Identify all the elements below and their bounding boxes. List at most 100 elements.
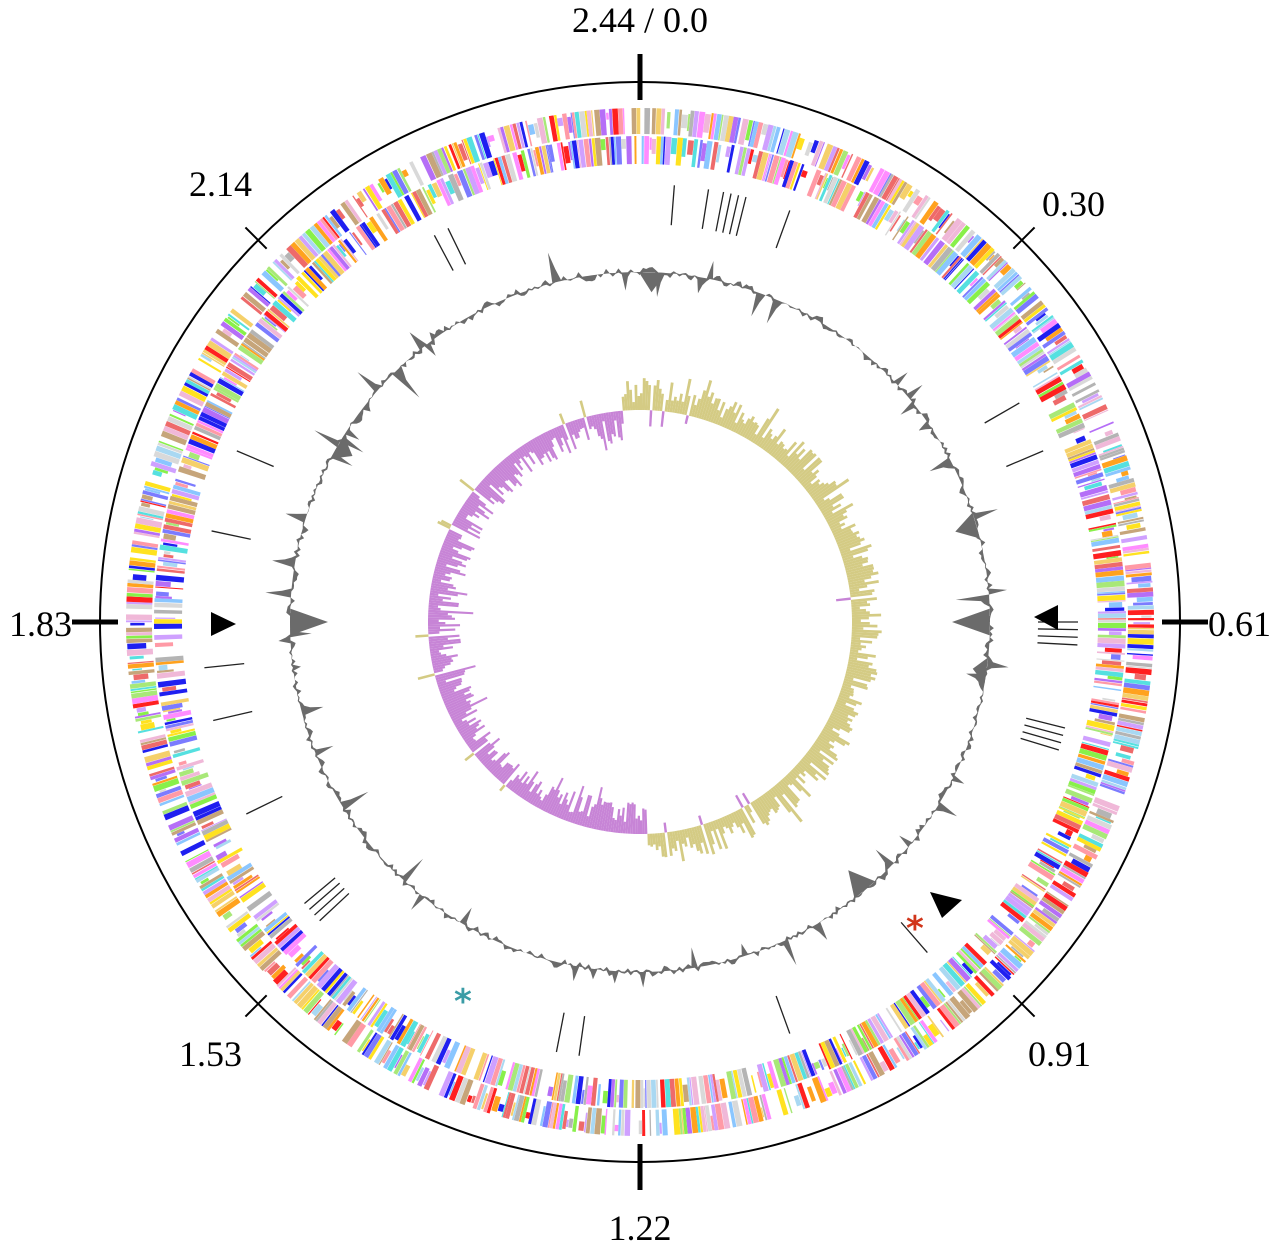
forward-gene-310 — [866, 1053, 880, 1078]
gc-skew-bin-186 — [814, 740, 838, 758]
gc-skew-bin-113 — [845, 563, 863, 571]
reverse-gene-231 — [1070, 795, 1089, 806]
forward-gene-707 — [612, 108, 619, 135]
reverse-gene-357 — [703, 1075, 712, 1104]
reverse-gene-171 — [1094, 561, 1123, 570]
reverse-gene-192 — [1097, 642, 1126, 649]
reverse-gene-347 — [741, 1067, 753, 1096]
reverse-gene-327 — [821, 1058, 828, 1067]
reverse-gene-8 — [670, 137, 678, 155]
reverse-gene-139 — [1064, 439, 1092, 454]
forward-gene-90 — [988, 262, 1008, 282]
forward-gene-153 — [1115, 505, 1141, 513]
gc-skew-bin-146 — [849, 649, 859, 653]
forward-gene-82 — [969, 242, 992, 266]
forward-gene-121 — [1073, 367, 1089, 379]
gc-skew-bin-153 — [846, 666, 878, 676]
forward-gene-659 — [409, 161, 424, 187]
forward-gene-565 — [138, 506, 165, 517]
forward-gene-370 — [590, 1107, 597, 1134]
reverse-gene-57 — [861, 196, 880, 224]
gc-content-spike-3 — [955, 512, 980, 539]
gc-skew-bin-454 — [461, 505, 480, 519]
forward-gene-63 — [902, 188, 921, 213]
forward-gene-487 — [185, 850, 212, 869]
forward-gene-107 — [1031, 315, 1054, 333]
reverse-gene-519 — [173, 747, 186, 754]
reverse-gene-600 — [213, 387, 239, 403]
reverse-gene-402 — [519, 1065, 530, 1094]
reverse-gene-641 — [308, 265, 323, 281]
reverse-gene-338 — [781, 1057, 793, 1085]
reverse-gene-660 — [360, 221, 381, 248]
arrowhead-marker-left — [211, 612, 236, 636]
gc-skew-bin-166 — [837, 696, 857, 707]
reverse-gene-504 — [194, 806, 222, 821]
gc-skew-bin-240 — [710, 821, 723, 850]
forward-gene-711 — [636, 108, 641, 135]
rna-gene-tick-30 — [433, 234, 454, 271]
forward-gene-106 — [1035, 314, 1049, 326]
gc-skew-bin-87 — [819, 495, 845, 512]
reverse-gene-267 — [989, 914, 1014, 936]
gc-skew-bin-208 — [778, 781, 799, 805]
reverse-gene-684 — [462, 168, 476, 196]
forward-gene-663 — [433, 149, 448, 176]
reverse-gene-314 — [851, 1026, 869, 1053]
reverse-gene-631 — [279, 293, 303, 315]
rna-gene-tick-29 — [236, 450, 274, 468]
reverse-gene-222 — [1076, 757, 1105, 771]
forward-gene-308 — [879, 1060, 889, 1072]
gc-skew-bin-13 — [671, 396, 677, 413]
reverse-gene-683 — [456, 169, 473, 198]
forward-gene-34 — [791, 133, 802, 159]
gc-skew-bin-287 — [595, 804, 604, 830]
forward-gene-143 — [1120, 470, 1129, 477]
reverse-gene-701 — [530, 148, 539, 176]
gc-skew-bin-357 — [458, 719, 482, 735]
gc-skew-bin-117 — [847, 571, 879, 581]
gc-skew-bin-300 — [565, 811, 571, 822]
forward-gene-284 — [947, 999, 966, 1022]
reverse-gene-651 — [336, 244, 347, 258]
forward-gene-293 — [918, 1022, 935, 1044]
reverse-gene-623 — [264, 316, 277, 327]
reverse-gene-142 — [1068, 450, 1096, 462]
reverse-gene-634 — [287, 286, 310, 307]
reverse-gene-648 — [327, 248, 347, 272]
forward-gene-649 — [364, 185, 383, 210]
forward-gene-80 — [964, 238, 984, 259]
forward-gene-304 — [896, 1047, 905, 1060]
forward-gene-675 — [477, 134, 487, 160]
gc-skew-bin-29 — [710, 398, 722, 423]
reverse-gene-672 — [412, 190, 429, 218]
forward-gene-517 — [135, 714, 162, 722]
gc-skew-bin-8 — [659, 393, 664, 412]
gc-skew-bin-157 — [844, 675, 854, 681]
reverse-gene-714 — [571, 140, 580, 169]
gc-skew-bin-310 — [542, 789, 556, 812]
forward-gene-610 — [227, 316, 240, 327]
reverse-gene-106 — [994, 314, 1020, 337]
gc-skew-bin-344 — [477, 745, 495, 761]
reverse-gene-374 — [635, 1079, 641, 1108]
gc-skew-bin-139 — [851, 631, 879, 636]
forward-gene-601 — [201, 352, 225, 368]
forward-gene-538 — [126, 631, 153, 636]
gc-content-spike-5 — [848, 870, 876, 899]
forward-gene-443 — [303, 990, 325, 1014]
gc-skew-bin-241 — [707, 822, 714, 832]
forward-gene-534 — [126, 648, 154, 657]
gc-skew-bin-330 — [501, 763, 521, 785]
gc-skew-bin-386 — [432, 662, 451, 669]
forward-gene-236 — [1068, 852, 1094, 868]
forward-gene-650 — [369, 183, 383, 202]
gc-skew-bin-464 — [476, 485, 492, 499]
gc-skew-bin-71 — [795, 457, 821, 481]
gc-skew-bin-60 — [776, 448, 788, 462]
forward-gene-682 — [509, 124, 519, 150]
reverse-gene-610 — [231, 356, 257, 374]
reverse-gene-535 — [157, 678, 187, 688]
forward-gene-583 — [163, 425, 189, 441]
gc-skew-bin-291 — [586, 806, 594, 828]
